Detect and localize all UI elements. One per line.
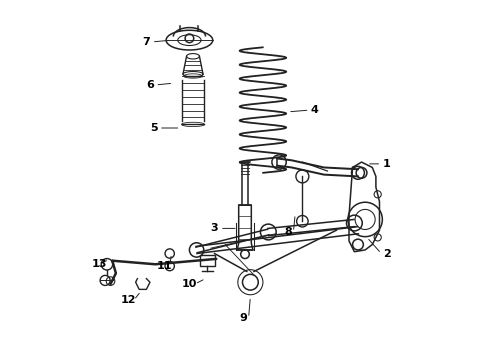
Text: 12: 12	[121, 295, 136, 305]
Bar	[200, 255, 215, 266]
Text: 4: 4	[311, 105, 319, 115]
Text: 10: 10	[182, 279, 197, 289]
Text: 5: 5	[150, 123, 157, 133]
Text: 8: 8	[284, 227, 292, 237]
Text: 11: 11	[157, 261, 172, 271]
Text: 7: 7	[143, 37, 150, 47]
Text: 9: 9	[239, 313, 247, 323]
Text: 2: 2	[383, 248, 391, 258]
Text: 6: 6	[146, 80, 154, 90]
Text: 13: 13	[92, 259, 107, 269]
Text: 1: 1	[383, 159, 391, 169]
Text: 3: 3	[211, 224, 219, 233]
